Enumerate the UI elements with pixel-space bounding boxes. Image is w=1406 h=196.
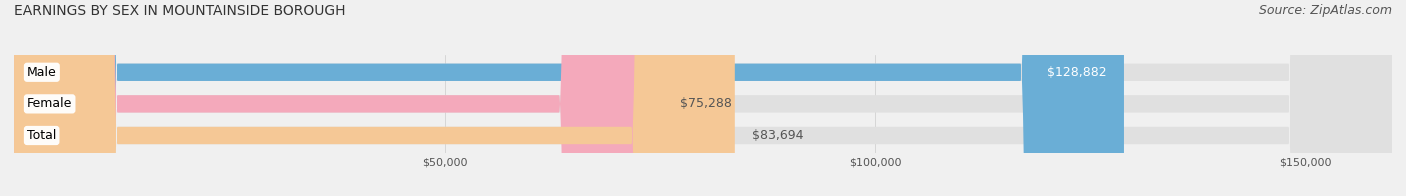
FancyBboxPatch shape — [14, 0, 662, 196]
FancyBboxPatch shape — [14, 0, 735, 196]
Text: $83,694: $83,694 — [752, 129, 804, 142]
FancyBboxPatch shape — [14, 0, 1392, 196]
FancyBboxPatch shape — [14, 0, 1392, 196]
Text: Female: Female — [27, 97, 72, 110]
Text: $75,288: $75,288 — [679, 97, 731, 110]
Text: Male: Male — [27, 66, 56, 79]
Text: Total: Total — [27, 129, 56, 142]
Text: Source: ZipAtlas.com: Source: ZipAtlas.com — [1258, 4, 1392, 17]
Text: $128,882: $128,882 — [1047, 66, 1107, 79]
FancyBboxPatch shape — [14, 0, 1123, 196]
FancyBboxPatch shape — [14, 0, 1392, 196]
Text: EARNINGS BY SEX IN MOUNTAINSIDE BOROUGH: EARNINGS BY SEX IN MOUNTAINSIDE BOROUGH — [14, 4, 346, 18]
